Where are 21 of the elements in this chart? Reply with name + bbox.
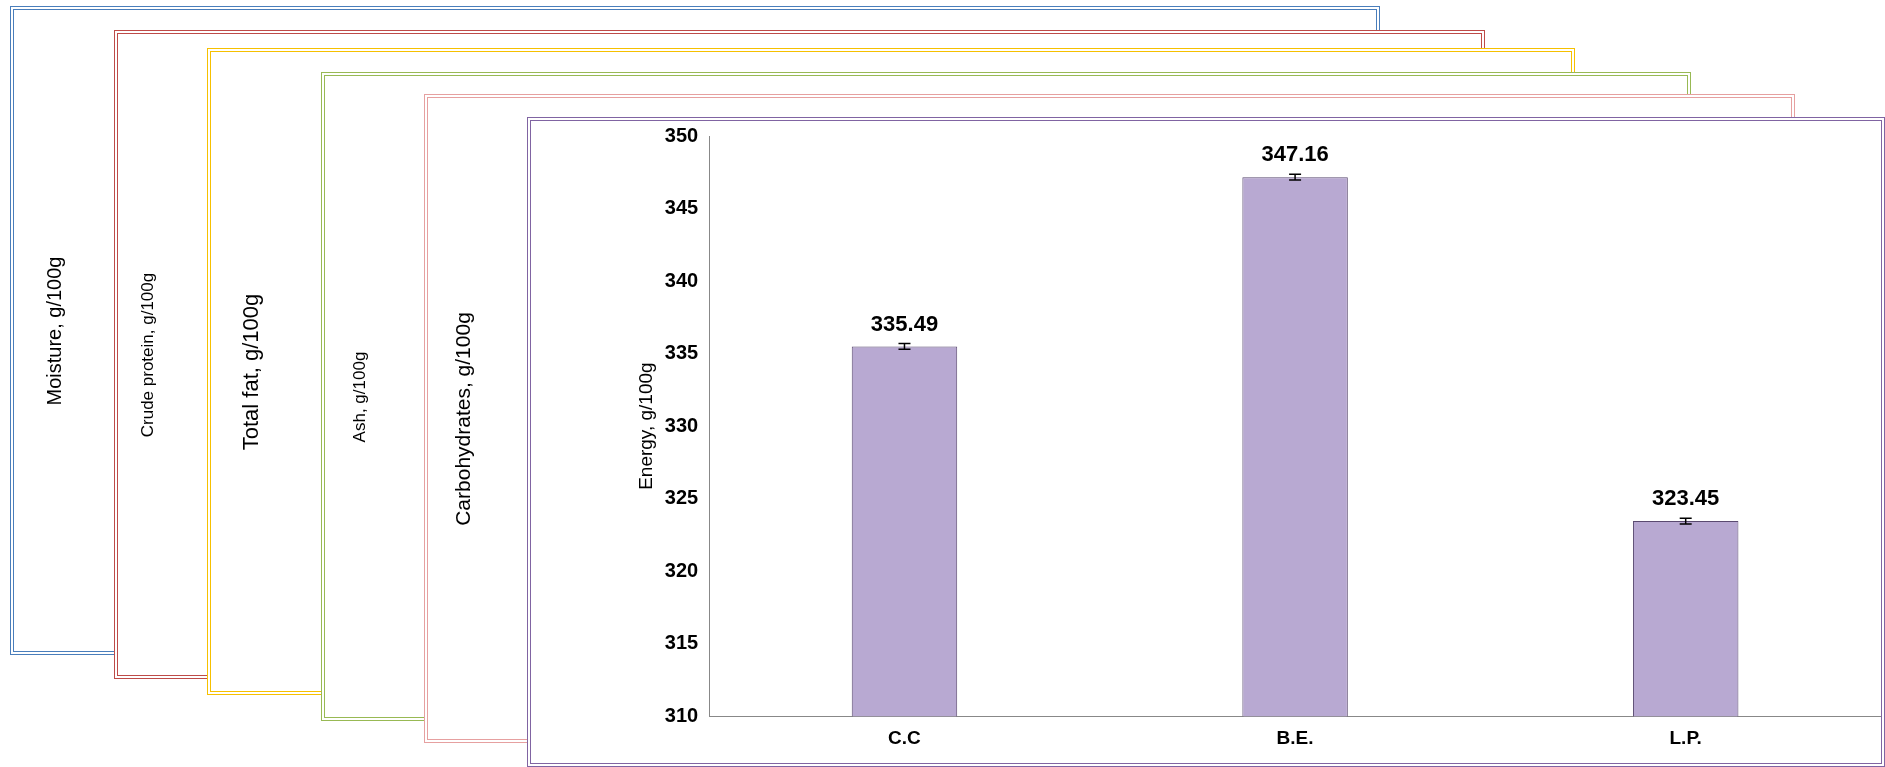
y-tick-label: 335 [664,341,699,364]
data-label: 335.49 [870,310,939,336]
data-label: 323.45 [1652,485,1720,511]
text: Moisture, g/100g [42,256,66,405]
y-tick-label: 340 [664,268,699,291]
y-tick-label: 315 [664,631,699,654]
text: Crude protein, g/100g [138,272,158,437]
data-label: 347.16 [1261,141,1329,167]
text: Carbohydrates, g/100g [451,311,475,526]
x-tick-label: L.P. [1669,726,1702,748]
y-axis-title: Energy, g/100g [634,362,656,490]
y-tick-label: 350 [664,123,699,146]
y-tick-label: 320 [664,558,699,581]
y-tick-label: 310 [664,703,699,726]
x-tick-label: C.C [888,726,922,748]
y-tick-label: 345 [664,196,699,219]
y-tick-label: 325 [664,486,699,509]
text: Ash, g/100g [350,351,370,442]
text: Total fat, g/100g [238,293,264,450]
x-tick-label: B.E. [1276,726,1314,748]
y-tick-label: 330 [664,413,699,436]
